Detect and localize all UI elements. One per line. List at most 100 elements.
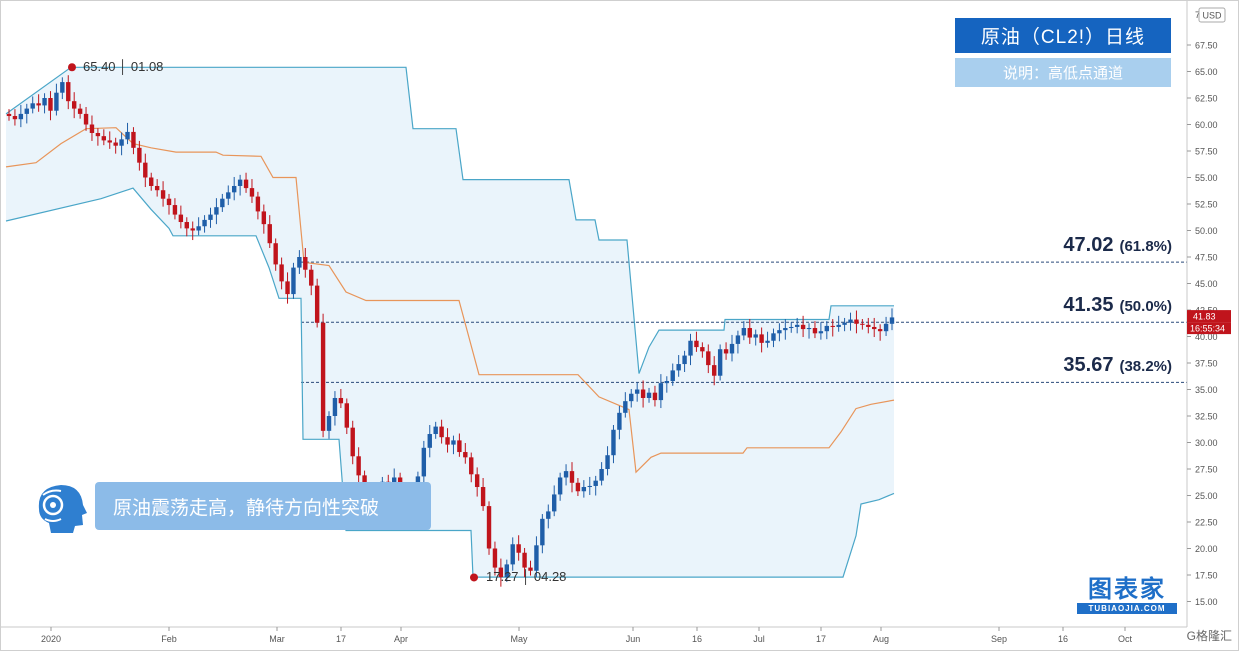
candle-body [131, 131, 136, 148]
candle-body [320, 322, 326, 431]
candle-body [605, 455, 610, 469]
chart-subtitle: 说明：高低点通道 [955, 58, 1171, 87]
candle-body [563, 471, 569, 478]
candle-body [611, 429, 616, 456]
robot-avatar-icon [31, 479, 89, 535]
candles [6, 75, 895, 587]
fib-value: 35.67 [1063, 354, 1114, 377]
lower-band-line [5, 187, 895, 578]
candle-body [806, 328, 812, 330]
candle-body [872, 326, 877, 330]
candle-body [783, 328, 788, 331]
candle-body [421, 447, 427, 477]
candle-body [848, 319, 853, 323]
candle-body [249, 188, 255, 197]
candle-body [664, 381, 670, 384]
candle-body [569, 471, 575, 483]
low-marker [470, 573, 478, 582]
candle-body [824, 325, 830, 332]
candle-body [469, 457, 474, 475]
y-tick-label: 60.00 [1195, 120, 1218, 130]
candle-body [445, 437, 450, 445]
candle-body [214, 207, 219, 215]
candle-body [516, 544, 521, 553]
y-tick-label: 32.50 [1195, 412, 1218, 422]
candle-body [712, 365, 717, 376]
countdown-tag [1187, 322, 1231, 335]
candle-body [279, 264, 284, 282]
candle-body [291, 267, 296, 295]
candle-body [18, 113, 24, 120]
x-tick-label: 17 [336, 634, 346, 644]
candle-body [747, 328, 752, 338]
candle-body [24, 108, 29, 114]
last-price-label: 41.83 [1193, 312, 1216, 322]
candle-body [753, 334, 758, 338]
candle-body [12, 116, 18, 120]
upper-band-line [5, 66, 894, 374]
fib-level-38-2: 35.67 (38.2%) [1063, 354, 1172, 377]
last-price-tag [1187, 310, 1231, 323]
candle-body [581, 487, 587, 492]
candle-body [285, 281, 290, 295]
candle-body [326, 416, 332, 431]
y-tick-label: 37.50 [1195, 359, 1218, 369]
candle-body [463, 452, 468, 458]
candle-body [178, 214, 184, 223]
candle-body [309, 269, 314, 286]
y-tick-label: 7 [1195, 10, 1200, 20]
y-tick-label: 20.00 [1195, 544, 1218, 554]
logo-cn: 图表家 [1088, 576, 1166, 603]
candle-body [119, 139, 124, 146]
candle-body [552, 494, 557, 512]
candle-body [510, 544, 515, 565]
candle-body [670, 370, 675, 382]
candle-body [220, 198, 225, 208]
candle-body [706, 351, 711, 366]
candle-body [314, 285, 320, 323]
candle-body [350, 427, 355, 457]
candle-body [640, 389, 646, 398]
candle-body [190, 228, 195, 231]
x-tick-label: May [510, 634, 528, 644]
candle-body [160, 190, 166, 199]
candle-body [338, 397, 344, 404]
candle-body [765, 340, 770, 343]
candle-body [658, 383, 664, 401]
fib-value: 47.02 [1063, 234, 1114, 257]
x-tick-label: 2020 [41, 634, 61, 644]
candle-body [866, 324, 871, 327]
candle-body [889, 317, 895, 324]
candle-body [30, 103, 35, 109]
fib-value: 41.35 [1063, 294, 1114, 317]
candle-body [48, 98, 53, 111]
candle-body [528, 567, 533, 571]
x-tick-label: 16 [1058, 634, 1068, 644]
watermark: G格隆汇 [1186, 629, 1232, 643]
y-tick-label: 22.50 [1195, 518, 1218, 528]
candle-body [297, 257, 302, 268]
candle-body [107, 140, 112, 143]
candle-body [682, 355, 687, 365]
y-tick-label: 52.50 [1195, 200, 1218, 210]
candle-body [237, 179, 243, 186]
candle-body [226, 192, 231, 199]
candle-body [60, 82, 65, 93]
candle-body [261, 211, 267, 225]
candle-body [356, 456, 361, 476]
tubiaojia-logo: 图表家 TUBIAOJIA.COM [1077, 577, 1177, 617]
candle-body [101, 136, 107, 141]
chart-title: 原油（CL2!）日线 [955, 18, 1171, 53]
y-tick-label: 50.00 [1195, 226, 1218, 236]
candle-body [546, 511, 551, 519]
fib-level-61-8: 47.02 (61.8%) [1063, 234, 1172, 257]
candle-body [741, 328, 747, 336]
candle-body [522, 552, 527, 568]
candle-body [184, 222, 189, 229]
candle-body [652, 392, 658, 401]
fib-percent: (50.0%) [1119, 298, 1172, 316]
x-tick-label: Jun [626, 634, 641, 644]
candle-body [587, 485, 592, 488]
fib-percent: (38.2%) [1119, 358, 1172, 376]
